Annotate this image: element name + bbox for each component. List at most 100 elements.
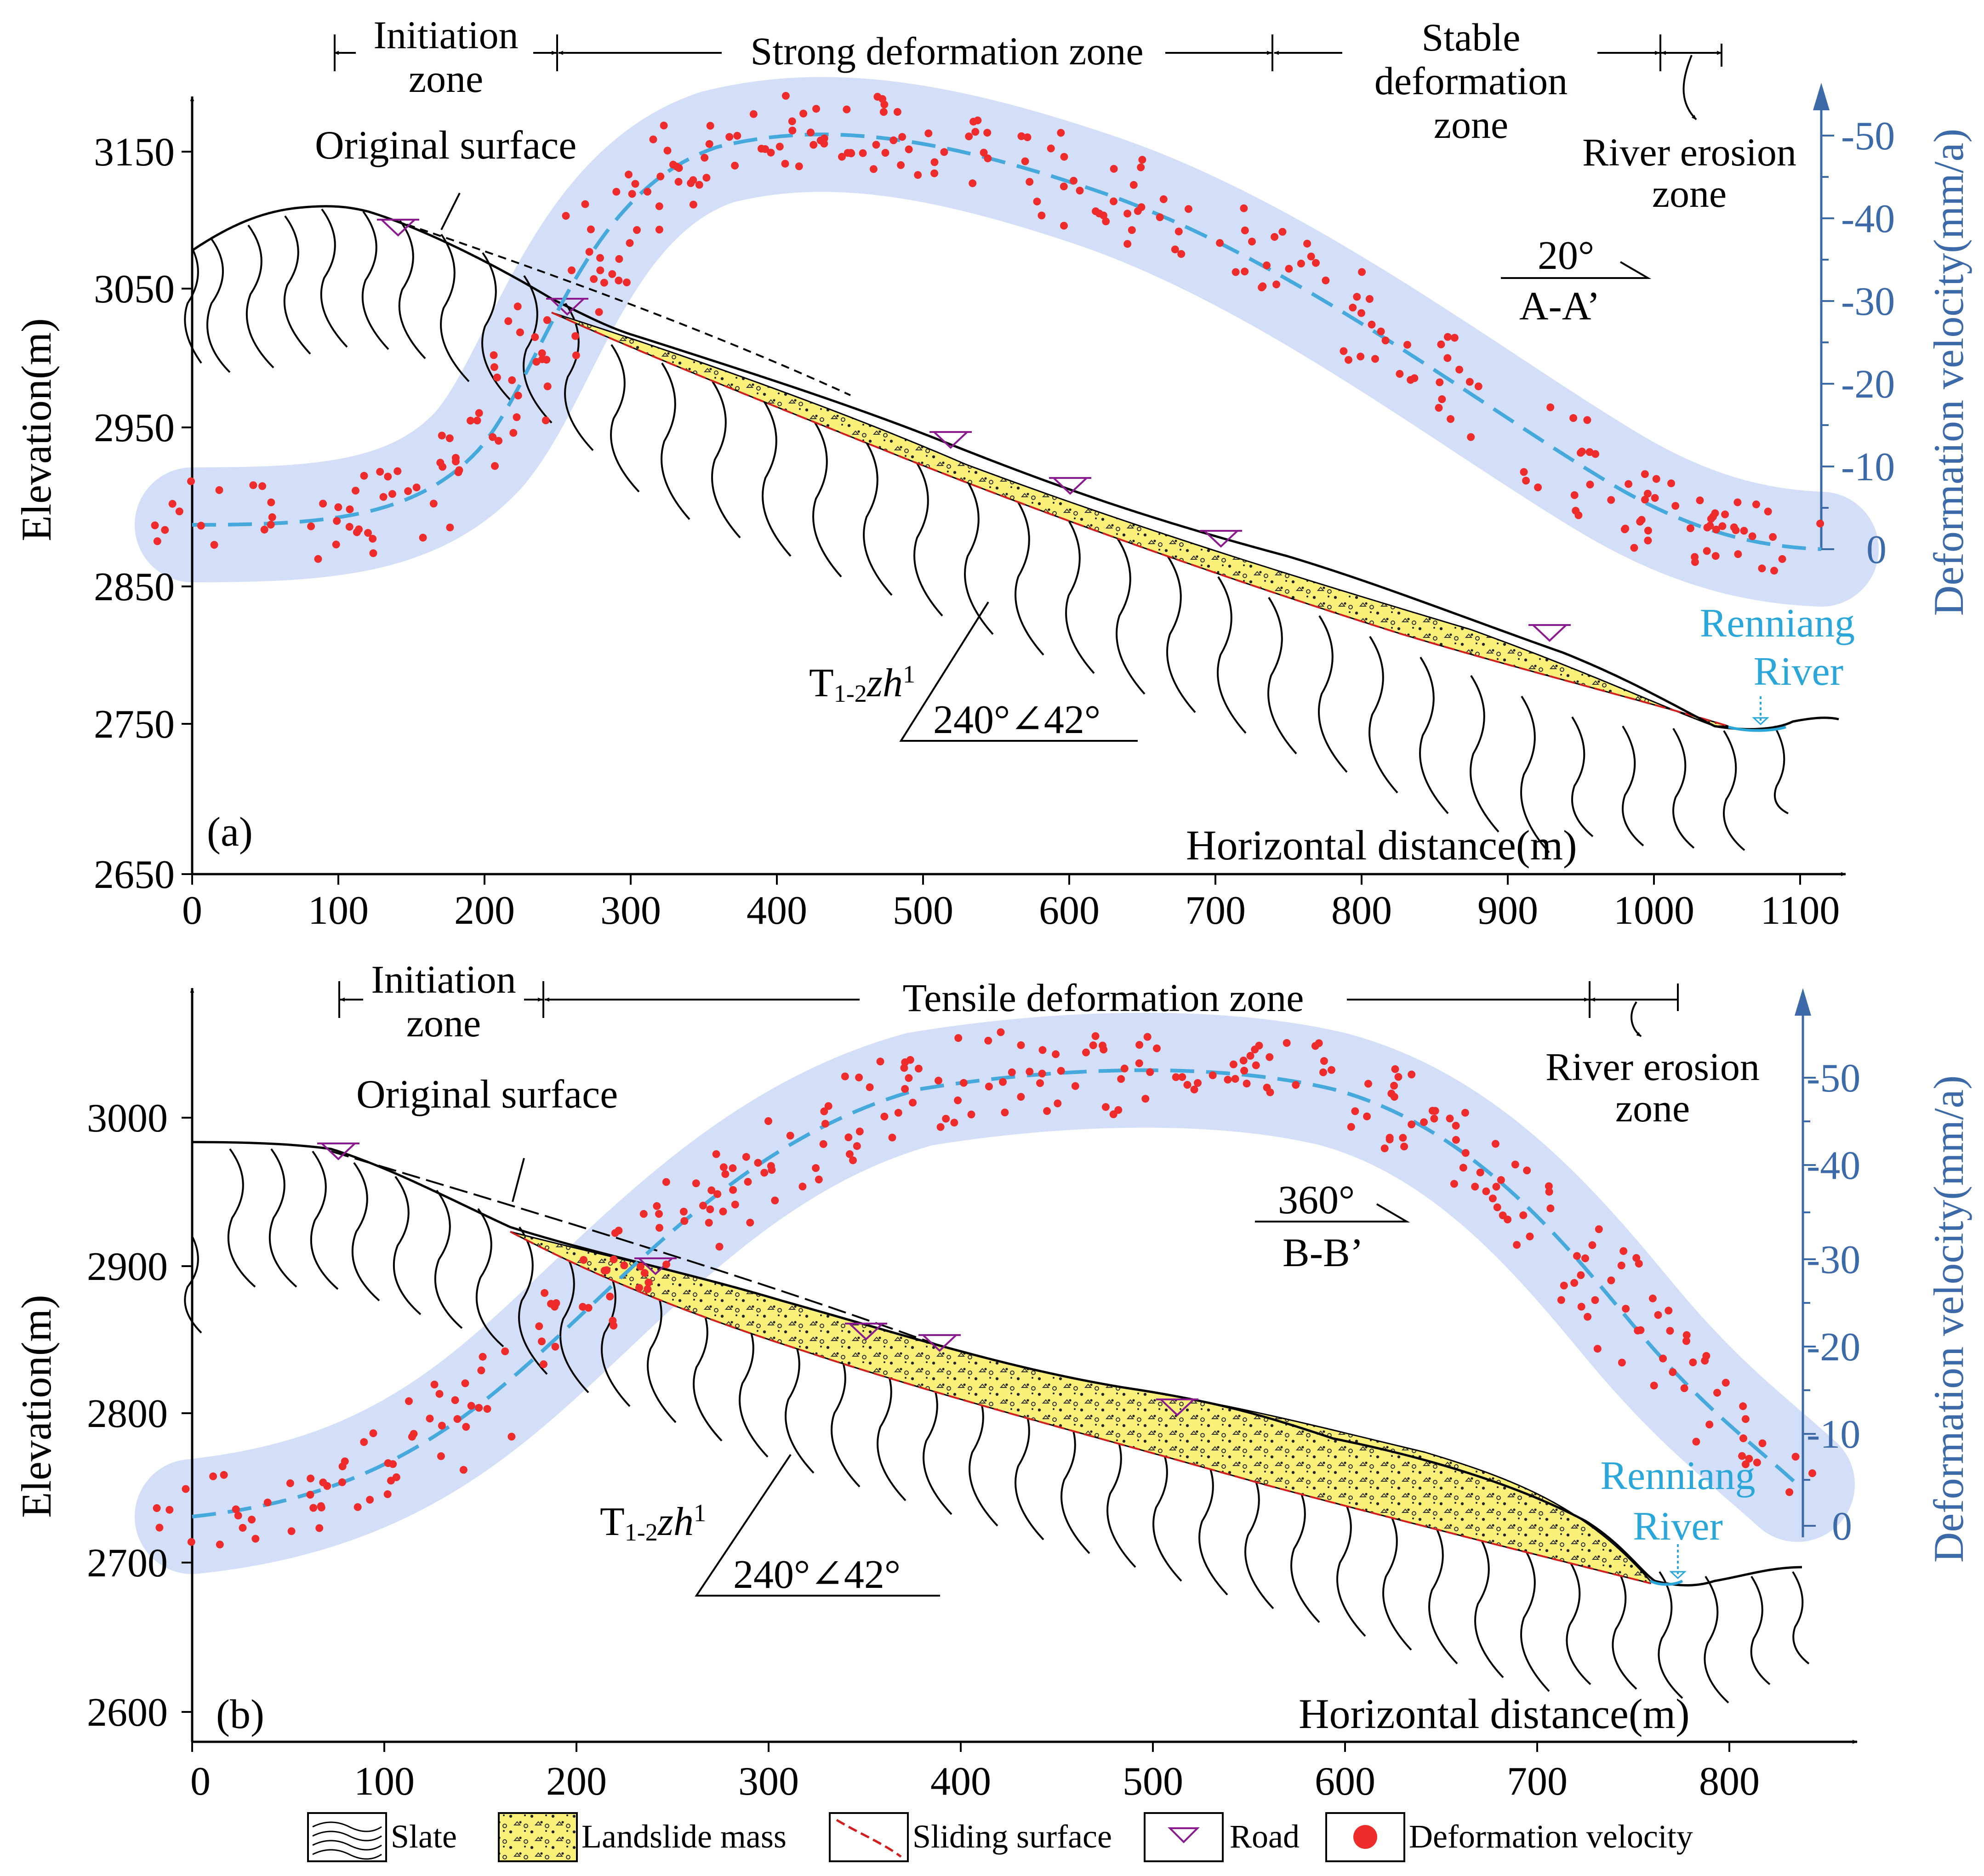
panel-label-b: (b) (216, 1692, 264, 1737)
velocity-point (746, 1218, 754, 1227)
velocity-point (699, 1201, 707, 1210)
velocity-point (1644, 536, 1652, 545)
velocity-point (985, 1082, 993, 1091)
velocity-point (376, 468, 384, 476)
panel-label-a: (a) (207, 809, 253, 855)
velocity-point (924, 129, 933, 137)
velocity-point (562, 212, 570, 220)
velocity-point (490, 351, 498, 359)
velocity-point (153, 1504, 161, 1512)
velocity-point (345, 523, 353, 531)
velocity-point (1252, 1061, 1260, 1069)
velocity-point (1546, 403, 1555, 411)
velocity-point (1371, 355, 1379, 363)
y2-tick-labels-b: -50 -40 -30 -20 -10 0 (1807, 1056, 1860, 1549)
velocity-point (595, 308, 603, 316)
velocity-point (781, 159, 789, 168)
velocity-point (419, 534, 427, 542)
velocity-point (1101, 1103, 1110, 1111)
velocity-point (872, 141, 880, 149)
attitude-label-b: 240°∠42° (733, 1552, 901, 1597)
velocity-point (1351, 1107, 1359, 1115)
velocity-point (1174, 227, 1183, 236)
velocity-point (1740, 527, 1748, 535)
velocity-point (1070, 176, 1078, 185)
velocity-point (366, 1495, 374, 1504)
velocity-point (1349, 303, 1357, 312)
section-name-b: B-B’ (1283, 1231, 1363, 1275)
y2-tick-label: 0 (1866, 528, 1887, 572)
velocity-point (1459, 1164, 1467, 1172)
velocity-point (1123, 210, 1132, 218)
velocity-point (1778, 555, 1786, 563)
velocity-point (1258, 283, 1266, 291)
velocity-point (631, 180, 639, 188)
section-orientation-a: 20° A-A’ (1501, 233, 1652, 329)
strata-label-a: T1-2zh1 (809, 660, 915, 707)
velocity-point (662, 1178, 670, 1186)
velocity-point (761, 145, 770, 153)
velocity-point (656, 1224, 663, 1232)
velocity-point (590, 275, 598, 283)
velocity-point (1588, 1241, 1596, 1249)
velocity-point (1266, 1088, 1274, 1097)
velocity-point (584, 1304, 593, 1312)
velocity-point (636, 1262, 644, 1271)
velocity-point (1021, 157, 1029, 165)
velocity-point (680, 1217, 689, 1225)
velocity-point (644, 1285, 652, 1293)
velocity-point (1102, 217, 1110, 226)
velocity-point (615, 255, 623, 263)
velocity-point (210, 541, 218, 549)
velocity-point (655, 202, 663, 210)
velocity-point (1026, 178, 1034, 186)
strata-annotation-a: T1-2zh1 240°∠42° (809, 601, 1138, 742)
velocity-point (360, 472, 368, 480)
velocity-point (853, 1142, 861, 1150)
velocity-point (1231, 1075, 1239, 1083)
velocity-point (1023, 133, 1032, 142)
velocity-point (1443, 333, 1452, 341)
right-axis-arrow-a (1813, 83, 1830, 110)
y-tick-labels-b: 3000 2900 2800 2700 2600 (87, 1096, 168, 1735)
section-azimuth-b: 360° (1278, 1178, 1355, 1222)
velocity-point (1696, 496, 1704, 505)
legend-label: Landslide mass (582, 1818, 787, 1855)
attitude-label-a: 240°∠42° (933, 698, 1100, 742)
velocity-point (410, 1430, 418, 1438)
velocity-point (405, 1397, 413, 1405)
velocity-point (940, 148, 948, 156)
velocity-point (483, 1405, 491, 1413)
velocity-point (1026, 1068, 1034, 1076)
velocity-point (930, 158, 939, 166)
velocity-point (333, 517, 341, 525)
velocity-point (897, 161, 905, 169)
velocity-point (513, 302, 522, 311)
velocity-point (234, 1512, 242, 1520)
velocity-point (1430, 1114, 1438, 1123)
velocity-point (596, 266, 604, 274)
velocity-point (581, 200, 589, 208)
velocity-point (843, 105, 851, 114)
velocity-point (451, 1396, 459, 1404)
velocity-point (1229, 1060, 1237, 1069)
velocity-point (1047, 144, 1055, 153)
velocity-point (437, 1452, 445, 1460)
y2-tick-label: -30 (1841, 279, 1895, 324)
velocity-point (1570, 1279, 1579, 1287)
velocity-point (898, 133, 906, 141)
velocity-point (983, 129, 992, 137)
river-b: Renniang River (1600, 1454, 1756, 1586)
velocity-point (760, 1169, 769, 1177)
legend-sliding-surface: Sliding surface (829, 1812, 1112, 1862)
velocity-point (1241, 226, 1249, 234)
velocity-point (695, 181, 703, 189)
velocity-point (1241, 267, 1249, 276)
velocity-point (1243, 1080, 1251, 1088)
velocity-point (1630, 544, 1638, 552)
velocity-point (914, 1064, 923, 1073)
velocity-point (489, 433, 497, 441)
velocity-point (1591, 1296, 1599, 1304)
velocity-point (1364, 1080, 1372, 1088)
x-tick-label: 200 (454, 888, 515, 933)
